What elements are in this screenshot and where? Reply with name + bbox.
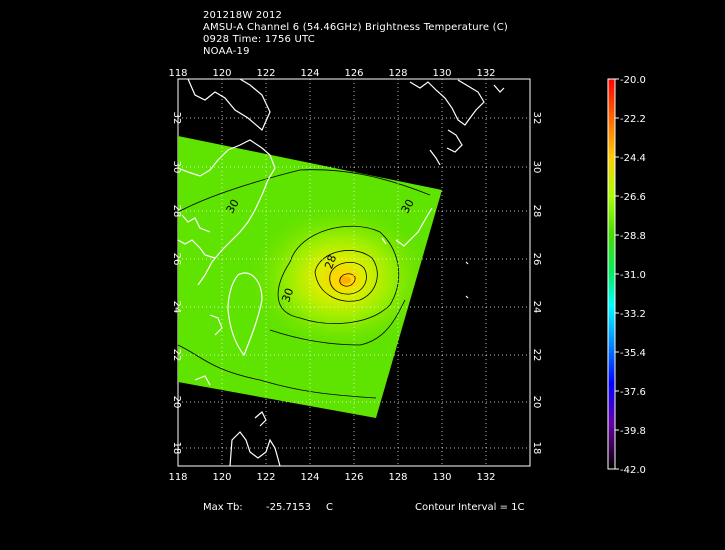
lon-tick-label: 120 [212,68,231,79]
colorbar-labels: -20.0 -22.2 -24.4 -26.6 -28.8 -31.0 -33.… [615,75,646,476]
contour-interval: Contour Interval = 1C [415,502,525,513]
colorbar-label: -42.0 [620,465,646,476]
colorbar-tick: -33.2 [615,309,646,320]
lon-tick-label: 118 [168,472,187,483]
lat-tick-label: 26 [171,253,182,266]
max-tb-unit: C [326,502,333,513]
colorbar-tick: -26.6 [615,192,646,203]
lat-tick-label: 28 [171,205,182,218]
title-block: 201218W 2012 AMSU-A Channel 6 (54.46GHz)… [203,10,508,58]
lat-tick-label: 22 [531,349,542,362]
lat-tick-label: 20 [171,396,182,409]
colorbar-tick: -22.2 [615,114,646,125]
colorbar-label: -24.4 [620,153,646,164]
contour-label: 30 [279,286,296,304]
lon-tick-label: 118 [168,68,187,79]
max-tb-label: Max Tb: [203,502,243,513]
colorbar-tick: -28.8 [615,231,646,242]
lon-tick-label: 120 [212,472,231,483]
title-line-time: 0928 Time: 1756 UTC [203,34,315,45]
lon-tick-label: 124 [300,68,319,79]
title-line-storm: 201218W 2012 [203,10,283,21]
lon-tick-label: 126 [344,472,363,483]
lon-tick-label: 128 [388,472,407,483]
lat-ticks-right: 18 20 22 24 26 28 30 32 [531,112,542,455]
lon-tick-label: 132 [476,472,495,483]
lon-tick-label: 126 [344,68,363,79]
colorbar-tick: -35.4 [615,348,646,359]
contour-label-group: 30 30 28 30 [224,197,417,304]
lat-tick-label: 30 [531,161,542,174]
title-line-channel: AMSU-A Channel 6 (54.46GHz) Brightness T… [203,22,508,33]
lat-tick-label: 32 [171,112,182,125]
lat-tick-label: 18 [171,442,182,455]
coastlines [177,78,505,467]
colorbar-tick: -37.6 [615,387,646,398]
contour-label: 30 [224,197,242,216]
title-line-satellite: NOAA-19 [203,46,250,57]
colorbar-label: -22.2 [620,114,646,125]
colorbar-label: -31.0 [620,270,646,281]
lat-tick-label: 32 [531,112,542,125]
lat-tick-label: 22 [171,349,182,362]
colorbar-label: -26.6 [620,192,646,203]
graticule [178,79,530,466]
lon-ticks-top: 118 120 122 124 126 128 130 132 [168,68,495,79]
contour-label: 28 [322,253,339,271]
colorbar-tick: -42.0 [615,465,646,476]
lon-ticks-bottom: 118 120 122 124 126 128 130 132 [168,472,495,483]
lon-tick-label: 132 [476,68,495,79]
lon-tick-label: 124 [300,472,319,483]
colorbar [607,78,616,470]
lat-tick-label: 28 [531,205,542,218]
colorbar-label: -33.2 [620,309,646,320]
colorbar-label: -39.8 [620,426,646,437]
lat-tick-label: 26 [531,253,542,266]
lat-tick-label: 30 [171,161,182,174]
lon-tick-label: 122 [256,472,275,483]
lat-ticks-left: 18 20 22 24 26 28 30 32 [171,112,182,455]
max-tb-value: -25.7153 [266,502,311,513]
colorbar-label: -20.0 [620,75,646,86]
lat-tick-label: 18 [531,442,542,455]
colorbar-tick: -24.4 [615,153,646,164]
colorbar-label: -28.8 [620,231,646,242]
colorbar-tick: -39.8 [615,426,646,437]
lat-tick-label: 24 [171,301,182,314]
lat-tick-label: 20 [531,396,542,409]
contour-label: 30 [399,197,417,216]
contour-lines [177,169,431,399]
colorbar-label: -37.6 [620,387,646,398]
lon-tick-label: 128 [388,68,407,79]
lon-tick-label: 130 [432,68,451,79]
colorbar-tick: -20.0 [615,75,646,86]
colorbar-label: -35.4 [620,348,646,359]
lat-tick-label: 24 [531,301,542,314]
lon-tick-label: 130 [432,472,451,483]
lon-tick-label: 122 [256,68,275,79]
colorbar-tick: -31.0 [615,270,646,281]
